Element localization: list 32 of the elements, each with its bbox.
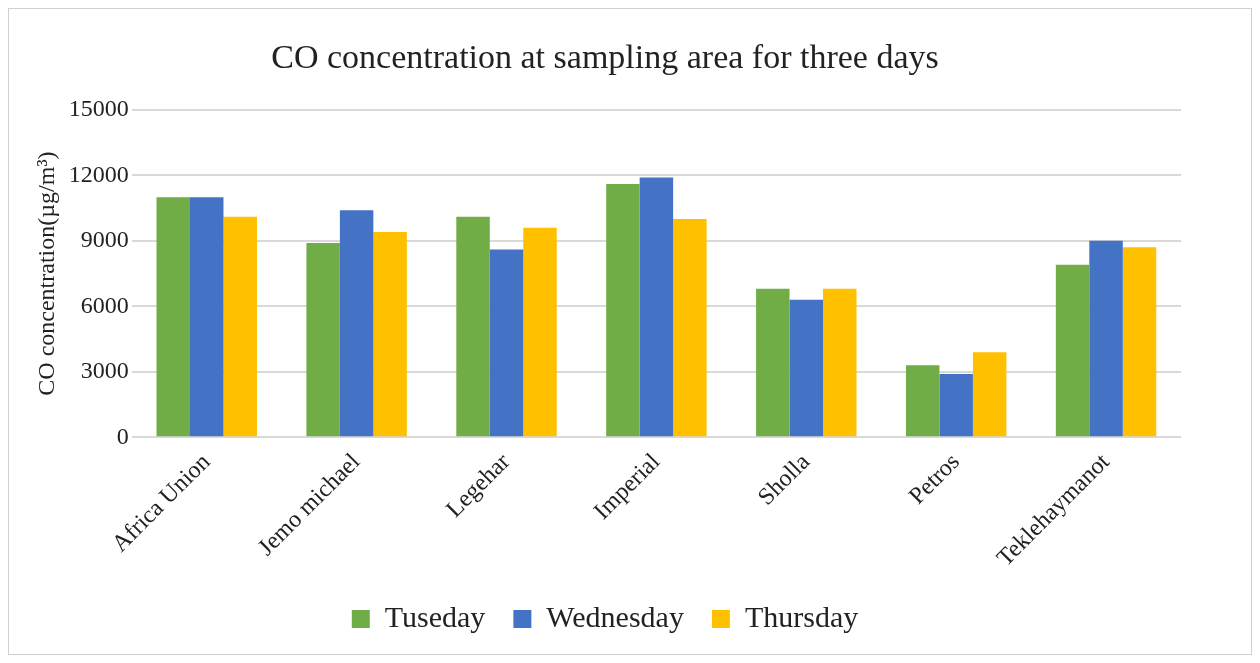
bar (606, 184, 640, 437)
bar (373, 232, 407, 437)
y-axis-title: CO concentration(µg/m³) (32, 151, 59, 396)
bar (523, 227, 557, 437)
bar (905, 365, 940, 437)
bar (1122, 247, 1157, 437)
bar (339, 210, 374, 437)
bar (456, 216, 490, 437)
chart-title: CO concentration at sampling area for three days (271, 38, 939, 76)
bar (489, 249, 524, 437)
bar (673, 218, 707, 437)
bar (972, 352, 1007, 437)
bar (756, 288, 790, 437)
y-tick-label: 15000 (68, 95, 129, 122)
bar (306, 242, 340, 437)
bar (1089, 240, 1123, 437)
y-tick-label: 0 (116, 422, 129, 449)
bar (639, 177, 674, 437)
bar (1055, 264, 1090, 437)
y-tick-label: 3000 (80, 357, 129, 384)
y-tick-label: 9000 (80, 226, 129, 253)
bar (156, 197, 191, 437)
y-tick-label: 12000 (68, 160, 129, 187)
bar (190, 197, 224, 437)
bar (939, 373, 973, 437)
bar (789, 299, 824, 437)
bar (223, 216, 257, 437)
bar (823, 288, 857, 437)
legend-label: Tuseday (384, 599, 486, 633)
y-tick-label: 6000 (80, 291, 129, 318)
legend-label: Thursday (744, 599, 859, 633)
legend-label: Wednesday (546, 599, 684, 633)
